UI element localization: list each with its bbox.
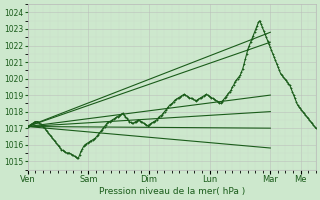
X-axis label: Pression niveau de la mer( hPa ): Pression niveau de la mer( hPa ) <box>99 187 245 196</box>
